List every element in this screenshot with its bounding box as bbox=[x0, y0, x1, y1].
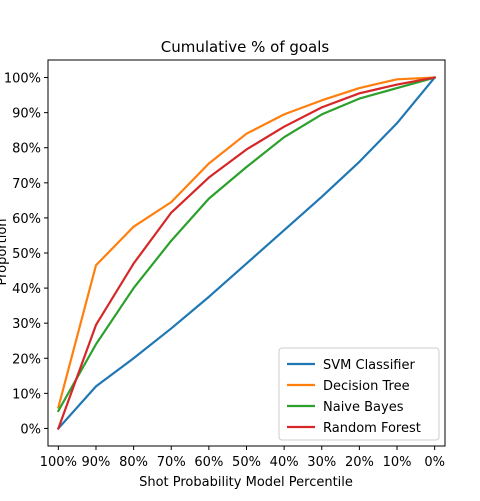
x-tick-label: 10% bbox=[383, 455, 412, 470]
x-tick-label: 50% bbox=[232, 455, 261, 470]
y-tick-label: 100% bbox=[4, 72, 41, 87]
y-tick-label: 70% bbox=[12, 177, 41, 192]
legend-entry: Random Forest bbox=[323, 421, 421, 436]
x-tick-label: 30% bbox=[307, 455, 336, 470]
x-tick-label: 70% bbox=[157, 455, 186, 470]
series-line-random-forest bbox=[56, 76, 436, 430]
legend-entry: Naive Bayes bbox=[323, 400, 404, 415]
x-tick-label: 80% bbox=[119, 455, 148, 470]
x-tick-label: 60% bbox=[194, 455, 223, 470]
legend-entry: Decision Tree bbox=[323, 379, 410, 394]
series-line-svm-classifier bbox=[56, 76, 437, 431]
x-tick-label: 90% bbox=[82, 455, 111, 470]
plot-area: 100% 90% 80% 70% 60% 50% 40% 30% 20% 10% 0% 0% 10% 20… bbox=[4, 59, 446, 470]
chart-title: Cumulative % of goals bbox=[161, 38, 330, 56]
y-tick-label: 60% bbox=[12, 212, 41, 227]
y-tick-label: 20% bbox=[12, 352, 41, 367]
legend-entry: SVM Classifier bbox=[323, 358, 415, 373]
y-tick-label: 80% bbox=[12, 142, 41, 157]
series-line-decision-tree bbox=[57, 76, 436, 409]
series-line-naive-bayes bbox=[56, 76, 437, 413]
y-tick-label: 40% bbox=[12, 282, 41, 297]
x-tick-label: 20% bbox=[345, 455, 374, 470]
y-tick-label: 50% bbox=[12, 247, 41, 262]
y-tick-label: 10% bbox=[12, 387, 41, 402]
x-tick-label: 0% bbox=[424, 455, 445, 470]
y-axis-label: Proportion bbox=[0, 218, 10, 285]
x-tick-label: 40% bbox=[270, 455, 299, 470]
x-axis-label: Shot Probability Model Percentile bbox=[139, 475, 353, 490]
y-tick-label: 90% bbox=[12, 107, 41, 122]
legend: SVM Classifier Decision Tree Naive Bayes Ra… bbox=[278, 347, 440, 441]
y-tick-label: 0% bbox=[20, 422, 41, 437]
y-tick-label: 30% bbox=[12, 317, 41, 332]
x-tick-label: 100% bbox=[40, 455, 77, 470]
legend-box bbox=[278, 347, 440, 441]
